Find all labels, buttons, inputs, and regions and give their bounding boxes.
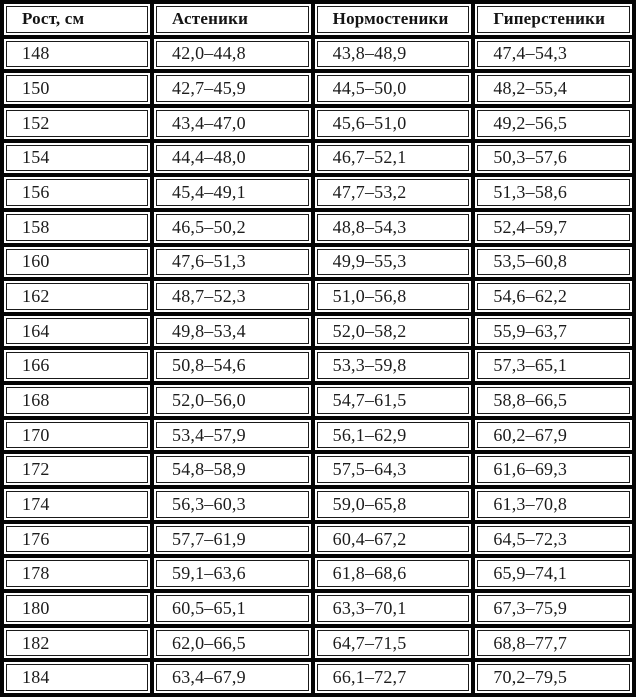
height-cell: 156: [4, 177, 150, 208]
normosthenic-range-cell: 57,5–64,3: [314, 454, 472, 486]
height-cell: 168: [4, 385, 150, 416]
height-cell: 180: [4, 593, 150, 624]
asthenic-range-cell: 42,0–44,8: [154, 38, 311, 70]
asthenic-range-cell: 44,4–48,0: [154, 142, 311, 174]
asthenic-range-cell: 60,5–65,1: [154, 593, 311, 624]
height-cell: 170: [4, 419, 150, 451]
hypersthenic-range-cell: 68,8–77,7: [475, 627, 632, 659]
hypersthenic-range-cell: 53,5–60,8: [475, 246, 632, 278]
height-cell: 184: [4, 662, 150, 693]
normosthenic-range-cell: 46,7–52,1: [314, 142, 472, 174]
hypersthenic-range-cell: 61,6–69,3: [475, 454, 632, 486]
hypersthenic-range-cell: 48,2–55,4: [475, 73, 632, 104]
normosthenic-range-cell: 63,3–70,1: [314, 593, 472, 624]
asthenic-range-cell: 45,4–49,1: [154, 177, 311, 208]
asthenic-range-cell: 56,3–60,3: [154, 489, 311, 520]
height-cell: 182: [4, 627, 150, 659]
asthenic-range-cell: 47,6–51,3: [154, 246, 311, 278]
hypersthenic-range-cell: 55,9–63,7: [475, 315, 632, 347]
normosthenic-range-cell: 43,8–48,9: [314, 38, 472, 70]
hypersthenic-range-cell: 57,3–65,1: [475, 350, 632, 382]
height-cell: 166: [4, 350, 150, 382]
asthenic-range-cell: 50,8–54,6: [154, 350, 311, 382]
column-header-normosthenic: Нормостеники: [314, 4, 472, 35]
normosthenic-range-cell: 49,9–55,3: [314, 246, 472, 278]
height-cell: 164: [4, 315, 150, 347]
hypersthenic-range-cell: 52,4–59,7: [475, 211, 632, 243]
hypersthenic-range-cell: 67,3–75,9: [475, 593, 632, 624]
asthenic-range-cell: 46,5–50,2: [154, 211, 311, 243]
normosthenic-range-cell: 59,0–65,8: [314, 489, 472, 520]
height-cell: 160: [4, 246, 150, 278]
normosthenic-range-cell: 64,7–71,5: [314, 627, 472, 659]
hypersthenic-range-cell: 49,2–56,5: [475, 107, 632, 139]
hypersthenic-range-cell: 50,3–57,6: [475, 142, 632, 174]
hypersthenic-range-cell: 47,4–54,3: [475, 38, 632, 70]
height-cell: 162: [4, 281, 150, 312]
height-cell: 148: [4, 38, 150, 70]
normosthenic-range-cell: 47,7–53,2: [314, 177, 472, 208]
column-header-asthenic: Астеники: [154, 4, 311, 35]
hypersthenic-range-cell: 54,6–62,2: [475, 281, 632, 312]
height-cell: 178: [4, 558, 150, 590]
asthenic-range-cell: 48,7–52,3: [154, 281, 311, 312]
height-cell: 176: [4, 523, 150, 555]
normosthenic-range-cell: 54,7–61,5: [314, 385, 472, 416]
asthenic-range-cell: 57,7–61,9: [154, 523, 311, 555]
asthenic-range-cell: 49,8–53,4: [154, 315, 311, 347]
normosthenic-range-cell: 56,1–62,9: [314, 419, 472, 451]
normosthenic-range-cell: 60,4–67,2: [314, 523, 472, 555]
hypersthenic-range-cell: 60,2–67,9: [475, 419, 632, 451]
height-cell: 172: [4, 454, 150, 486]
asthenic-range-cell: 63,4–67,9: [154, 662, 311, 693]
asthenic-range-cell: 43,4–47,0: [154, 107, 311, 139]
normosthenic-range-cell: 52,0–58,2: [314, 315, 472, 347]
hypersthenic-range-cell: 70,2–79,5: [475, 662, 632, 693]
column-header-height: Рост, см: [4, 4, 150, 35]
hypersthenic-range-cell: 58,8–66,5: [475, 385, 632, 416]
normosthenic-range-cell: 44,5–50,0: [314, 73, 472, 104]
normosthenic-range-cell: 51,0–56,8: [314, 281, 472, 312]
asthenic-range-cell: 54,8–58,9: [154, 454, 311, 486]
hypersthenic-range-cell: 61,3–70,8: [475, 489, 632, 520]
normosthenic-range-cell: 61,8–68,6: [314, 558, 472, 590]
asthenic-range-cell: 59,1–63,6: [154, 558, 311, 590]
asthenic-range-cell: 52,0–56,0: [154, 385, 311, 416]
normosthenic-range-cell: 66,1–72,7: [314, 662, 472, 693]
hypersthenic-range-cell: 65,9–74,1: [475, 558, 632, 590]
column-header-hypersthenic: Гиперстеники: [475, 4, 632, 35]
normosthenic-range-cell: 48,8–54,3: [314, 211, 472, 243]
hypersthenic-range-cell: 51,3–58,6: [475, 177, 632, 208]
asthenic-range-cell: 62,0–66,5: [154, 627, 311, 659]
height-cell: 174: [4, 489, 150, 520]
height-cell: 154: [4, 142, 150, 174]
normosthenic-range-cell: 53,3–59,8: [314, 350, 472, 382]
hypersthenic-range-cell: 64,5–72,3: [475, 523, 632, 555]
height-cell: 152: [4, 107, 150, 139]
height-cell: 150: [4, 73, 150, 104]
asthenic-range-cell: 53,4–57,9: [154, 419, 311, 451]
normosthenic-range-cell: 45,6–51,0: [314, 107, 472, 139]
asthenic-range-cell: 42,7–45,9: [154, 73, 311, 104]
height-cell: 158: [4, 211, 150, 243]
